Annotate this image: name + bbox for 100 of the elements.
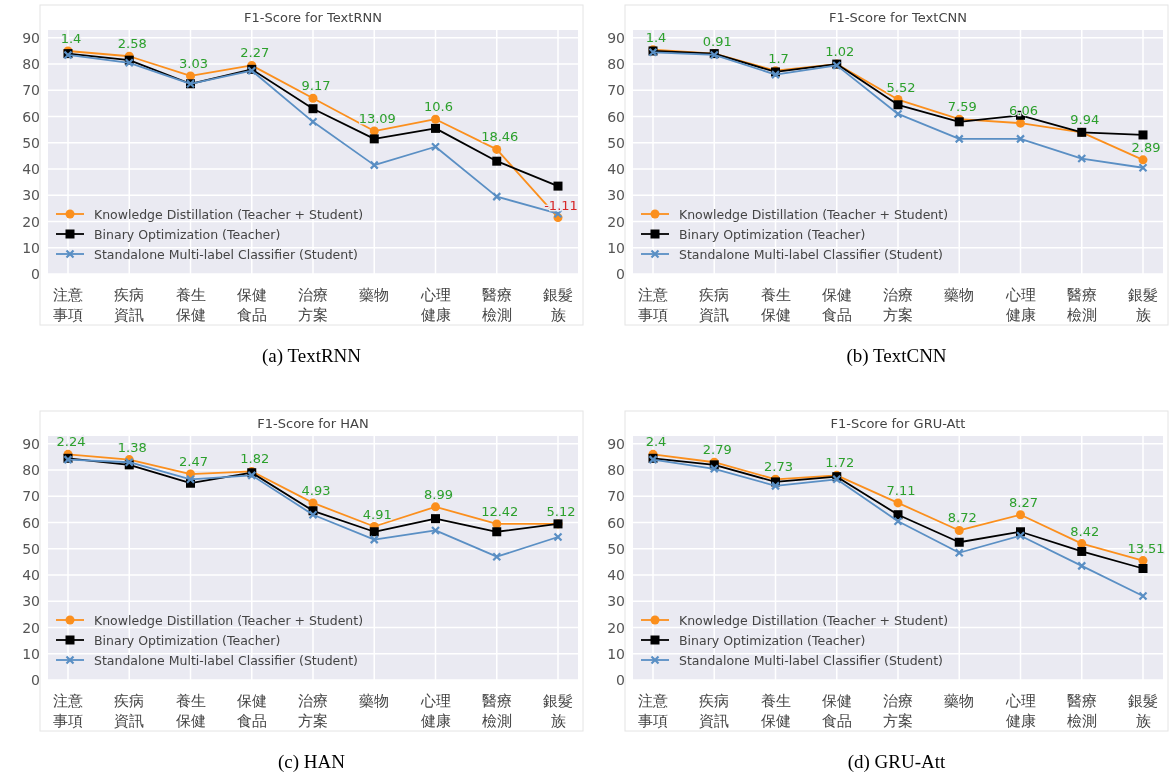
annotation: 0.91 [702, 33, 732, 49]
annotation: 2.47 [179, 454, 208, 470]
annotation: 4.93 [301, 482, 331, 498]
x-tick-label: 藥物 [944, 286, 975, 304]
y-tick-label: 20 [22, 619, 40, 636]
x-tick-label: 銀髮族 [1128, 692, 1158, 730]
y-tick-label: 0 [31, 266, 40, 282]
legend-label: Standalone Multi-label Classifier (Student) [679, 652, 943, 668]
chart-title: F1-Score for GRU-Att [830, 416, 966, 431]
annotation: 13.09 [358, 111, 396, 127]
chart-title: F1-Score for TextRNN [244, 10, 382, 25]
y-tick-label: 60 [607, 108, 625, 125]
text: (b) TextCNN [846, 345, 947, 367]
annotation: 2.24 [56, 434, 86, 450]
y-tick-label: 80 [22, 462, 40, 479]
y-tick-label: 50 [607, 134, 625, 151]
y-tick-label: 80 [607, 56, 625, 73]
x-tick-label: 藥物 [944, 692, 975, 710]
y-tick-label: 30 [22, 187, 40, 204]
annotation: 2.73 [764, 459, 793, 475]
x-tick-label: 銀髮族 [543, 286, 573, 324]
y-tick-label: 10 [22, 645, 40, 662]
y-tick-label: 0 [31, 672, 40, 688]
legend-label: Binary Optimization (Teacher) [94, 632, 281, 648]
x-tick-label: 疾病資訊 [114, 692, 145, 730]
legend-label: Binary Optimization (Teacher) [679, 632, 866, 648]
legend-label: Standalone Multi-label Classifier (Student) [679, 246, 943, 262]
y-tick-label: 10 [22, 239, 40, 256]
x-tick-label: 治療方案 [883, 692, 913, 730]
x-tick-label: 心理健康 [1004, 286, 1036, 324]
text: (d) GRU-Att [847, 751, 947, 773]
x-tick-label: 疾病資訊 [699, 286, 730, 324]
y-tick-label: 50 [607, 540, 625, 557]
y-tick-label: 70 [607, 488, 625, 505]
annotation: 10.6 [424, 99, 453, 115]
annotation: 1.72 [825, 455, 855, 471]
text: (a) TextRNN [261, 345, 362, 367]
y-tick-label: 30 [607, 593, 625, 610]
y-tick-label: 60 [607, 514, 625, 531]
y-tick-label: 30 [22, 593, 40, 610]
x-tick-label: 保健食品 [821, 692, 852, 730]
x-tick-label: 心理健康 [419, 286, 451, 324]
x-tick-label: 注意事項 [638, 692, 668, 730]
x-tick-label: 醫療檢測 [481, 286, 512, 324]
y-tick-label: 20 [22, 213, 40, 230]
annotation: 1.02 [825, 44, 855, 60]
y-tick-label: 50 [22, 134, 40, 151]
y-tick-label: 30 [607, 187, 625, 204]
y-tick-label: 90 [607, 29, 625, 46]
annotation: 8.42 [1070, 523, 1100, 539]
annotation: 2.89 [1131, 139, 1161, 155]
annotation: 3.03 [179, 55, 208, 71]
legend-label: Knowledge Distillation (Teacher + Student) [679, 206, 949, 222]
y-tick-label: 90 [22, 435, 40, 452]
y-tick-label: 40 [607, 161, 625, 178]
annotation: 2.27 [240, 45, 270, 61]
y-tick-label: 20 [607, 619, 625, 636]
x-tick-label: 注意事項 [53, 692, 83, 730]
x-tick-label: 養生保健 [175, 286, 206, 324]
annotation: 7.59 [947, 99, 977, 115]
annotation: 8.99 [424, 486, 453, 502]
annotation: 1.4 [60, 30, 82, 46]
chart-title: F1-Score for HAN [257, 416, 369, 431]
y-tick-label: 10 [607, 239, 625, 256]
legend-label: Binary Optimization (Teacher) [679, 226, 866, 242]
x-tick-label: 醫療檢測 [1066, 286, 1097, 324]
x-tick-label: 藥物 [359, 286, 390, 304]
y-tick-label: 90 [22, 29, 40, 46]
legend-label: Knowledge Distillation (Teacher + Student) [94, 206, 364, 222]
legend-label: Standalone Multi-label Classifier (Student) [94, 652, 358, 668]
y-tick-label: 80 [607, 462, 625, 479]
y-tick-label: 70 [22, 488, 40, 505]
x-tick-label: 保健食品 [236, 692, 267, 730]
x-tick-label: 疾病資訊 [699, 692, 730, 730]
text: (c) HAN [277, 751, 346, 773]
chart-title: F1-Score for TextCNN [829, 10, 967, 25]
annotation: 4.91 [362, 506, 392, 522]
y-tick-label: 50 [22, 540, 40, 557]
annotation: 6.06 [1009, 103, 1038, 119]
x-tick-label: 注意事項 [638, 286, 668, 324]
y-tick-label: 20 [607, 213, 625, 230]
x-tick-label: 心理健康 [419, 692, 451, 730]
annotation: 5.52 [886, 79, 916, 95]
y-tick-label: 40 [22, 161, 40, 178]
y-tick-label: 70 [22, 82, 40, 99]
x-tick-label: 保健食品 [236, 286, 267, 324]
x-tick-label: 藥物 [359, 692, 390, 710]
x-tick-label: 注意事項 [53, 286, 83, 324]
annotation: 1.82 [240, 451, 270, 467]
x-tick-label: 疾病資訊 [114, 286, 145, 324]
y-tick-label: 40 [22, 567, 40, 584]
y-tick-label: 70 [607, 82, 625, 99]
x-tick-label: 醫療檢測 [1066, 692, 1097, 730]
y-tick-label: 0 [616, 266, 625, 282]
annotation: 1.4 [645, 29, 667, 45]
x-tick-label: 養生保健 [175, 692, 206, 730]
annotation: 18.46 [481, 129, 519, 145]
x-tick-label: 治療方案 [883, 286, 913, 324]
x-tick-label: 養生保健 [760, 692, 791, 730]
annotation: 9.17 [301, 78, 331, 94]
